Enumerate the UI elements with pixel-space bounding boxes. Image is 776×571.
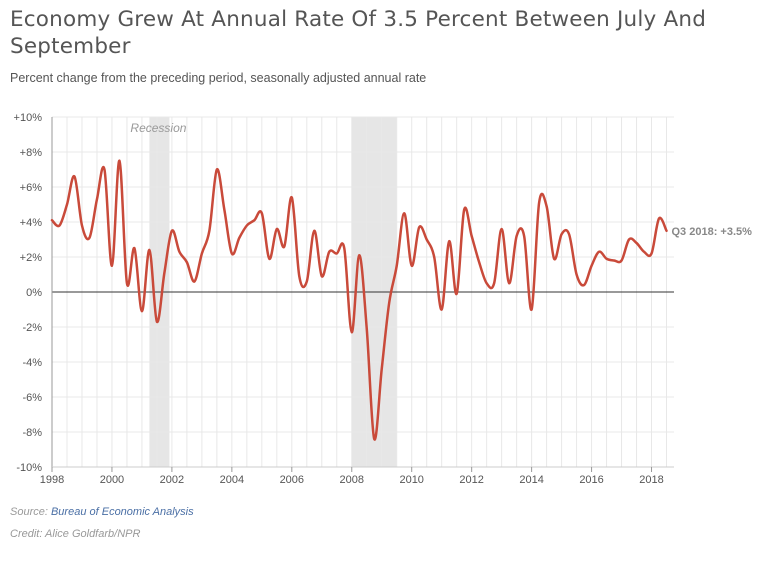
x-tick-label: 2000 [100,474,124,486]
credit-note: Credit: Alice Goldfarb/NPR [10,528,141,540]
chart-subtitle: Percent change from the preceding period… [10,71,427,85]
y-tick-label: +4% [20,217,43,229]
x-tick-label: 2010 [399,474,423,486]
y-tick-label: +2% [20,252,43,264]
grid-lines [51,116,674,468]
y-tick-label: +8% [20,147,43,159]
y-tick-label: +6% [20,182,43,194]
x-tick-label: 2004 [220,474,244,486]
y-tick-label: 0% [26,287,42,299]
y-tick-label: -4% [22,357,42,369]
x-tick-label: 2014 [519,474,543,486]
y-tick-label: -8% [22,427,42,439]
x-tick-label: 2006 [280,474,304,486]
x-tick-label: 1998 [40,474,64,486]
recession-label: Recession [130,121,186,135]
x-tick-label: 2012 [459,474,483,486]
y-axis-ticks: +10% +8% +6% +4% +2% 0% -2% -4% -6% -8% -10% [14,112,43,474]
last-value-annotation: Q3 2018: +3.5% [672,226,753,238]
chart-title: Economy Grew At Annual Rate Of 3.5 Perce… [10,7,707,59]
x-tick-label: 2008 [340,474,364,486]
y-tick-label: -10% [16,462,42,474]
source-label: Source: [10,506,51,518]
source-link[interactable]: Bureau of Economic Analysis [50,506,194,518]
line-chart: +10% +8% +6% +4% +2% 0% -2% -4% -6% -8% -10% 1998 2… [14,112,753,486]
y-tick-label: -2% [22,322,42,334]
series-lines [50,159,668,441]
x-axis-ticks: 1998 2000 2002 2004 2006 2008 2010 2012 2014 2016… [40,467,664,486]
chart-labels: Recession Q3 2018: +3.5% [130,121,752,238]
source-note: Source: Bureau of Economic Analysis [10,506,194,518]
y-tick-label: +10% [14,112,43,124]
x-tick-label: 2018 [639,474,663,486]
x-tick-label: 2016 [579,474,603,486]
y-tick-label: -6% [22,392,42,404]
x-tick-label: 2002 [160,474,184,486]
series-line-gdp [50,159,668,441]
